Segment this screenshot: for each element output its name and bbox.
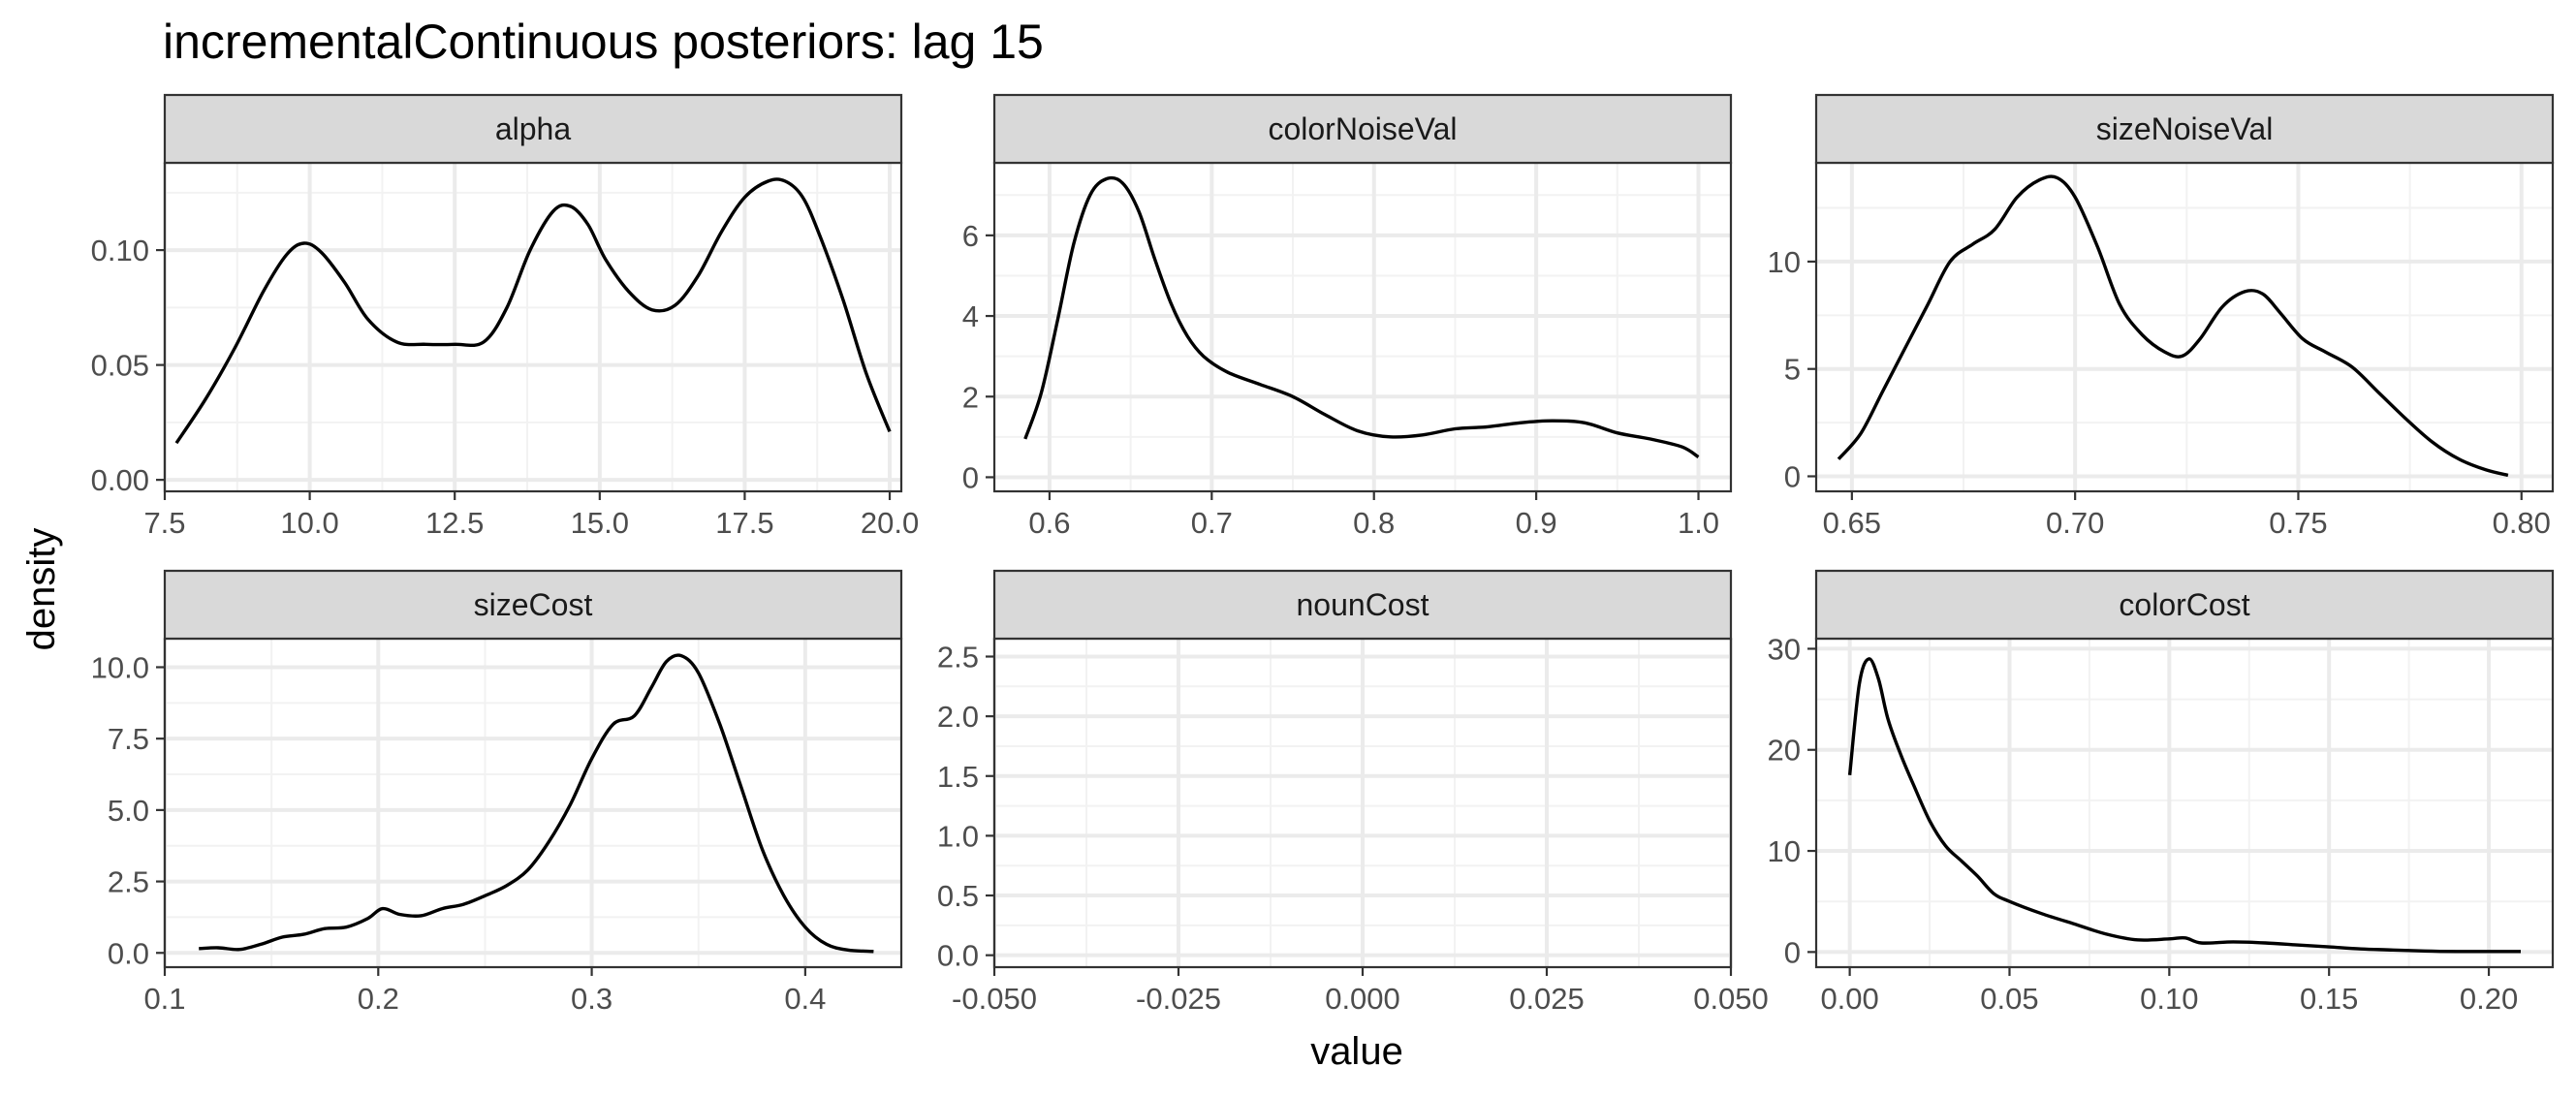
panel-background <box>165 639 901 967</box>
facet-strip <box>163 93 903 165</box>
facet-strip-label: sizeNoiseVal <box>2096 111 2274 146</box>
facet-strip-label: sizeCost <box>474 587 593 622</box>
x-tick-label: 0.1 <box>143 982 185 1016</box>
y-tick-label: 30 <box>1768 632 1801 666</box>
facet-strip <box>992 569 1733 641</box>
y-tick-label: 5 <box>1784 353 1801 387</box>
facet-strip-label: alpha <box>495 111 572 146</box>
y-tick-label: 0.0 <box>108 936 149 970</box>
x-tick-label: 0.050 <box>1693 982 1769 1016</box>
y-tick-label: 0.5 <box>937 879 979 913</box>
facet-colorNoiseVal: 0.6 0.7 0.8 0.9 1.0 0 2 4 6 colorNoiseVal <box>962 93 1733 540</box>
chart-title: incrementalContinuous posteriors: lag 15 <box>163 15 1044 69</box>
y-tick-label: 0 <box>962 460 979 494</box>
facet-strip <box>1814 569 2555 641</box>
facet-strip <box>1814 93 2555 165</box>
facet-sizeNoiseVal: 0.65 0.70 0.75 0.80 0 5 10 sizeNoiseVal <box>1768 93 2555 540</box>
y-tick-label: 4 <box>962 299 979 333</box>
y-tick-label: 5.0 <box>108 794 149 828</box>
x-tick-label: 7.5 <box>143 506 185 540</box>
x-tick-label: 0.65 <box>1823 506 1881 540</box>
x-tick-label: 0.10 <box>2140 982 2198 1016</box>
x-tick-label: 0.9 <box>1516 506 1557 540</box>
x-tick-label: 15.0 <box>571 506 629 540</box>
density-line-colorCost <box>1847 657 2522 954</box>
y-tick-label: 0 <box>1784 459 1801 493</box>
facet-alpha: 7.5 10.0 12.5 15.0 17.5 20.0 0.00 0.05 0.10 alpha <box>91 93 919 540</box>
y-tick-label: 0.05 <box>91 349 149 383</box>
x-tick-label: 20.0 <box>861 506 919 540</box>
x-tick-label: 0.000 <box>1325 982 1400 1016</box>
y-tick-label: 10.0 <box>91 650 149 684</box>
x-tick-label: 1.0 <box>1678 506 1719 540</box>
x-tick-label: 0.70 <box>2046 506 2104 540</box>
x-tick-label: -0.050 <box>952 982 1037 1016</box>
y-tick-label: 1.0 <box>937 819 979 853</box>
y-tick-label: 2.0 <box>937 700 979 734</box>
x-tick-label: 0.05 <box>1980 982 2038 1016</box>
y-axis-title: density <box>20 528 63 651</box>
x-tick-label: 0.80 <box>2493 506 2551 540</box>
panel-background <box>1816 163 2553 491</box>
facet-sizeCost: 0.1 0.2 0.3 0.4 0.0 2.5 5.0 7.5 10.0 sizeCost <box>91 569 903 1016</box>
facet-colorCost: 0.00 0.05 0.10 0.15 0.20 0 10 20 30 colorCost <box>1768 569 2555 1016</box>
y-tick-label: 20 <box>1768 734 1801 768</box>
x-tick-label: 0.75 <box>2269 506 2327 540</box>
facet-strip-label: nounCost <box>1297 587 1429 622</box>
facets-layer: 7.5 10.0 12.5 15.0 17.5 20.00.000.050.10alpha… <box>91 93 2555 1016</box>
facet-strip-label: colorNoiseVal <box>1268 111 1457 146</box>
x-tick-label: 0.025 <box>1509 982 1585 1016</box>
y-tick-label: 2 <box>962 380 979 414</box>
x-tick-label: 0.00 <box>1820 982 1878 1016</box>
x-tick-label: 0.2 <box>358 982 399 1016</box>
facet-strip-label: colorCost <box>2119 587 2249 622</box>
density-line-sizeCost <box>199 653 874 954</box>
y-tick-label: 0.0 <box>937 939 979 973</box>
density-line-alpha <box>174 177 892 445</box>
density-line-colorNoiseVal <box>1023 175 1700 459</box>
x-tick-label: 0.7 <box>1191 506 1233 540</box>
y-tick-label: 10 <box>1768 834 1801 868</box>
x-tick-label: 0.15 <box>2300 982 2358 1016</box>
y-tick-label: 6 <box>962 219 979 253</box>
x-tick-label: 0.6 <box>1028 506 1070 540</box>
y-tick-label: 7.5 <box>108 722 149 756</box>
panel-background <box>994 163 1731 491</box>
y-tick-label: 0 <box>1784 935 1801 969</box>
x-tick-label: 0.20 <box>2460 982 2518 1016</box>
x-tick-label: 0.4 <box>784 982 826 1016</box>
x-tick-label: 0.3 <box>571 982 613 1016</box>
facet-strip <box>163 569 903 641</box>
y-tick-label: 0.10 <box>91 234 149 267</box>
x-tick-label: 0.8 <box>1353 506 1395 540</box>
panel-background <box>1816 639 2553 967</box>
y-tick-label: 1.5 <box>937 760 979 794</box>
facet-strip <box>992 93 1733 165</box>
y-tick-label: 2.5 <box>108 865 149 899</box>
x-tick-label: 12.5 <box>425 506 484 540</box>
y-tick-label: 2.5 <box>937 640 979 674</box>
x-tick-label: 17.5 <box>715 506 773 540</box>
x-axis-title: value <box>1310 1030 1403 1073</box>
density-line-sizeNoiseVal <box>1837 174 2509 478</box>
facet-nounCost: -0.050 -0.025 0.000 0.025 0.050 0.0 0.5 1.0 1.5 2… <box>937 569 1769 1016</box>
y-tick-label: 0.00 <box>91 463 149 497</box>
y-tick-label: 10 <box>1768 245 1801 279</box>
x-tick-label: 10.0 <box>280 506 338 540</box>
panel-background <box>165 163 901 491</box>
x-tick-label: -0.025 <box>1136 982 1221 1016</box>
